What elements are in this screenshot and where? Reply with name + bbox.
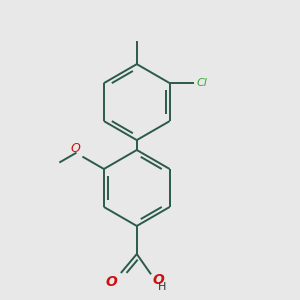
- Text: O: O: [153, 273, 164, 287]
- Text: O: O: [106, 275, 118, 289]
- Text: H: H: [158, 282, 166, 292]
- Text: Cl: Cl: [196, 78, 208, 88]
- Text: O: O: [71, 142, 81, 155]
